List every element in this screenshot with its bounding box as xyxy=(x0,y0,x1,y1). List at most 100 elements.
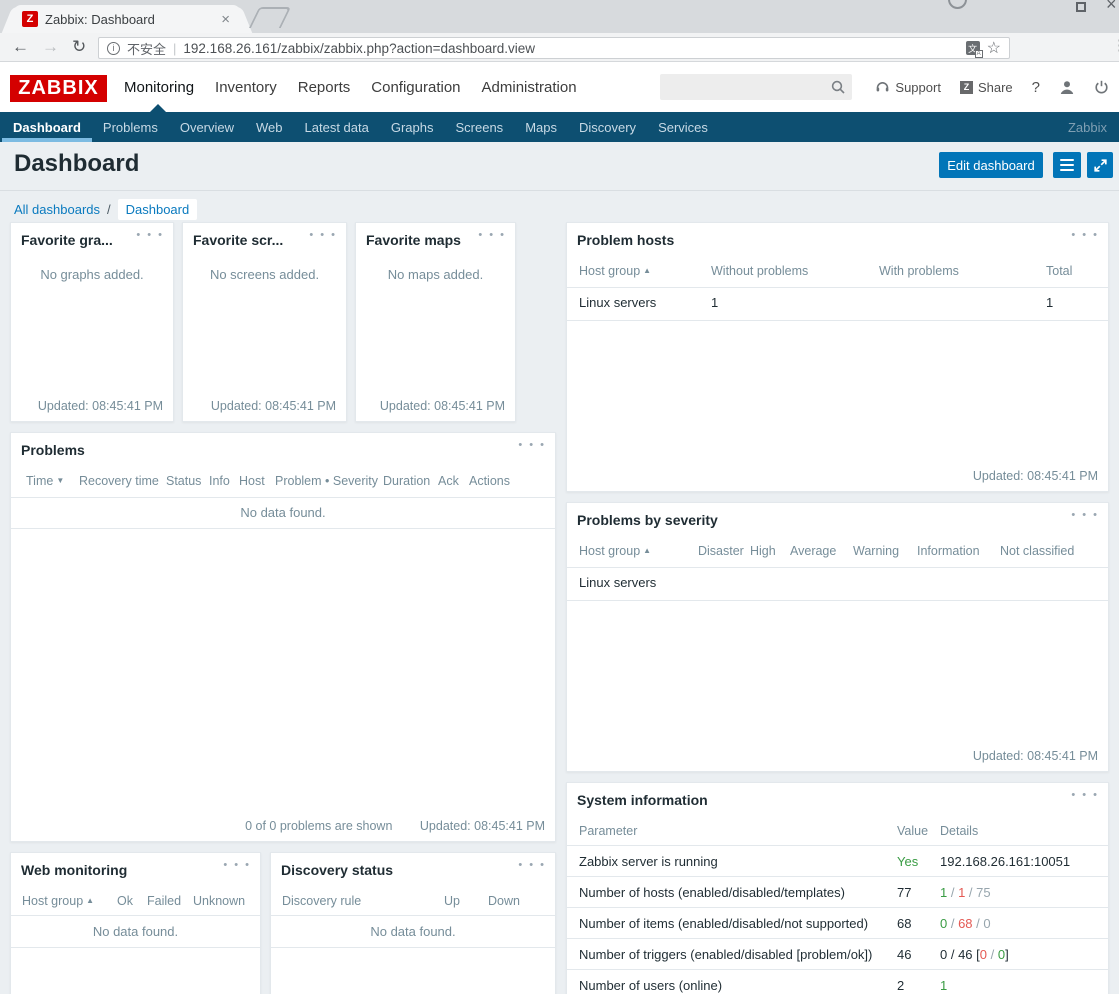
row-divider xyxy=(271,915,555,916)
widget-menu-icon[interactable]: • • • xyxy=(309,229,337,241)
window-maximize-icon[interactable] xyxy=(1076,2,1086,12)
column-header-time[interactable]: Time ▼ xyxy=(26,474,65,488)
nav-item-maps[interactable]: Maps xyxy=(525,119,557,135)
search-input[interactable] xyxy=(660,74,853,100)
column-header[interactable]: Not classified xyxy=(1000,544,1075,558)
nav-item-problems[interactable]: Problems xyxy=(102,119,158,135)
nav-item-screens[interactable]: Screens xyxy=(455,119,504,135)
widget-menu-icon[interactable]: • • • xyxy=(518,439,546,451)
widget-favorite-screens: Favorite scr... • • • No screens added. … xyxy=(182,222,347,422)
nav-item-discovery[interactable]: Discovery xyxy=(578,119,637,135)
new-tab-button[interactable] xyxy=(248,7,292,28)
page-info-icon[interactable]: i xyxy=(107,41,120,55)
address-bar[interactable]: i 不安全 | 192.168.26.161/zabbix/zabbix.php… xyxy=(98,37,1010,59)
edit-dashboard-button[interactable]: Edit dashboard xyxy=(939,152,1043,178)
main-menu: Monitoring Inventory Reports Configurati… xyxy=(124,62,577,112)
help-icon[interactable]: ? xyxy=(1031,78,1040,96)
profile-icon[interactable] xyxy=(1059,80,1075,95)
nav-item-services[interactable]: Services xyxy=(658,119,708,135)
breadcrumb-all-dashboards[interactable]: All dashboards xyxy=(14,202,100,217)
nav-item-graphs[interactable]: Graphs xyxy=(390,119,434,135)
title-divider xyxy=(0,190,1119,191)
column-header[interactable]: Actions xyxy=(469,474,510,488)
column-header[interactable]: Disaster xyxy=(698,544,744,558)
share-link[interactable]: Z Share xyxy=(959,80,1013,95)
bookmark-star-icon[interactable]: ☆ xyxy=(986,40,1001,57)
nav-item-overview[interactable]: Overview xyxy=(179,119,235,135)
back-icon[interactable]: ← xyxy=(12,37,29,56)
window-minimize-icon[interactable] xyxy=(948,0,967,9)
widget-menu-icon[interactable]: • • • xyxy=(518,859,546,871)
column-header[interactable]: Average xyxy=(790,544,837,558)
sysinfo-value: 68 xyxy=(897,916,912,931)
column-header[interactable]: Ack xyxy=(438,474,459,488)
widget-menu-icon[interactable]: • • • xyxy=(1071,789,1099,801)
column-header-host-group[interactable]: Host group ▲ xyxy=(22,894,95,908)
widget-menu-icon[interactable]: • • • xyxy=(136,229,164,241)
menu-item-configuration[interactable]: Configuration xyxy=(371,78,461,96)
nav-item-web[interactable]: Web xyxy=(256,119,283,135)
widget-menu-icon[interactable]: • • • xyxy=(223,859,251,871)
browser-menu-icon[interactable]: ⋮ xyxy=(1112,36,1119,54)
widget-title: Problem hosts xyxy=(577,232,675,248)
forward-icon[interactable]: → xyxy=(42,37,59,56)
widget-title: Web monitoring xyxy=(21,862,128,878)
column-header[interactable]: Down xyxy=(488,894,520,908)
menu-item-administration[interactable]: Administration xyxy=(481,78,577,96)
nav-item-latest-data[interactable]: Latest data xyxy=(304,119,369,135)
widget-menu-icon[interactable]: • • • xyxy=(1071,509,1099,521)
tab-close-icon[interactable]: × xyxy=(221,10,230,28)
column-header[interactable]: Total xyxy=(1046,264,1073,278)
host-group-link[interactable]: Linux servers xyxy=(579,295,657,310)
cell-without-problems: 1 xyxy=(711,295,719,310)
menu-item-inventory[interactable]: Inventory xyxy=(215,78,277,96)
support-link[interactable]: Support xyxy=(875,80,941,95)
breadcrumb-current-chip[interactable]: Dashboard xyxy=(117,199,198,220)
column-header[interactable]: Status xyxy=(166,474,202,488)
sort-asc-icon: ▲ xyxy=(643,546,652,555)
updated-timestamp: Updated: 08:45:41 PM xyxy=(419,819,545,833)
sort-asc-icon: ▲ xyxy=(643,266,652,275)
host-group-link[interactable]: Linux servers xyxy=(579,575,657,590)
empty-message: No graphs added. xyxy=(40,267,144,282)
column-header[interactable]: Duration xyxy=(383,474,431,488)
column-header[interactable]: Recovery time xyxy=(79,474,159,488)
column-header[interactable]: Problem • Severity xyxy=(275,474,379,488)
window-close-icon[interactable]: × xyxy=(1106,0,1117,14)
reload-icon[interactable]: ↻ xyxy=(72,37,87,56)
column-header[interactable]: Unknown xyxy=(193,894,246,908)
column-header[interactable]: Warning xyxy=(853,544,900,558)
column-header[interactable]: Failed xyxy=(147,894,182,908)
share-z-icon: Z xyxy=(959,80,973,94)
search-field[interactable] xyxy=(660,74,853,100)
widget-menu-icon[interactable]: • • • xyxy=(1071,229,1099,241)
zabbix-logo[interactable]: ZABBIX xyxy=(10,75,107,102)
fullscreen-button[interactable] xyxy=(1087,152,1113,178)
row-divider xyxy=(567,567,1108,568)
menu-item-reports[interactable]: Reports xyxy=(297,78,351,96)
column-header-host-group[interactable]: Host group ▲ xyxy=(579,544,652,558)
column-header[interactable]: With problems xyxy=(879,264,959,278)
breadcrumb: All dashboards / Dashboard xyxy=(14,199,198,220)
menu-item-monitoring[interactable]: Monitoring xyxy=(124,78,195,96)
column-header[interactable]: Information xyxy=(917,544,980,558)
widget-title: Discovery status xyxy=(281,862,394,878)
column-header[interactable]: High xyxy=(750,544,776,558)
column-header[interactable]: Info xyxy=(209,474,230,488)
column-header[interactable]: Host xyxy=(239,474,265,488)
url-text[interactable]: 192.168.26.161/zabbix/zabbix.php?action=… xyxy=(183,40,536,56)
breadcrumb-current[interactable]: Dashboard xyxy=(125,202,190,217)
dashboard-list-button[interactable] xyxy=(1053,152,1081,178)
column-header[interactable]: Without problems xyxy=(711,264,809,278)
column-header[interactable]: Discovery rule xyxy=(282,894,362,908)
widget-menu-icon[interactable]: • • • xyxy=(478,229,506,241)
logout-icon[interactable] xyxy=(1094,80,1109,95)
column-header[interactable]: Up xyxy=(444,894,460,908)
column-header-host-group[interactable]: Host group ▲ xyxy=(579,264,652,278)
column-header[interactable]: Ok xyxy=(117,894,133,908)
row-divider xyxy=(567,600,1108,601)
breadcrumb-separator: / xyxy=(107,202,111,217)
browser-tab[interactable]: Z Zabbix: Dashboard × xyxy=(14,5,240,33)
nav-item-dashboard[interactable]: Dashboard xyxy=(2,112,92,142)
